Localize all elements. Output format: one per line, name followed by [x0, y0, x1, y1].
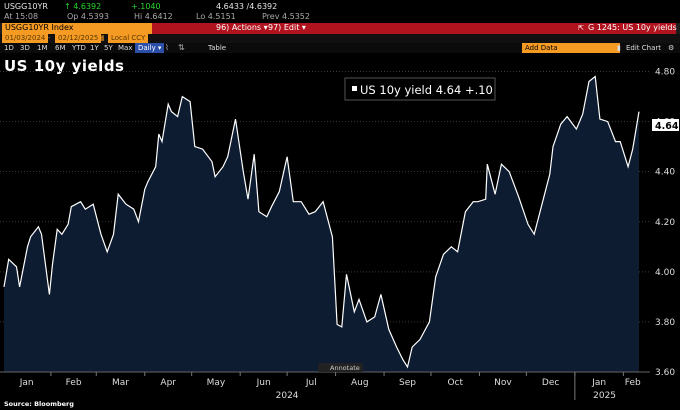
table-button[interactable]: Table — [208, 44, 227, 52]
x-tick-label: Feb — [66, 378, 82, 388]
x-tick-label: Dec — [542, 378, 559, 388]
x-tick-label: Jan — [19, 378, 34, 388]
low-price: Lo 4.5151 — [196, 12, 236, 21]
y-tick-label: 3.80 — [655, 318, 675, 328]
x-tick-label: Oct — [447, 378, 463, 388]
quote-line-2: At 15:08 Op 4.5393 Hi 4.6412 Lo 4.5151 P… — [0, 12, 680, 22]
quote-line-1: USGG10YR ↑ 4.6392 +.1040 4.6433 /4.6392 — [0, 2, 680, 12]
range-3d[interactable]: 3D — [20, 44, 30, 52]
chart-style-icon[interactable]: ⌇ — [165, 43, 169, 52]
last-price: ↑ 4.6392 — [64, 2, 102, 11]
change: +.1040 — [131, 2, 161, 11]
x-tick-label: Sep — [399, 378, 416, 388]
y-tick-label: 4.40 — [655, 168, 675, 178]
y-axis: 3.603.804.004.204.404.604.80 — [655, 68, 675, 378]
range-1m[interactable]: 1M — [37, 44, 48, 52]
year-label: 2025 — [593, 391, 616, 400]
last-value-tag: 4.64 — [652, 119, 679, 132]
annotate-button[interactable]: Annotate — [318, 363, 363, 372]
quote-time: At 15:08 — [4, 12, 39, 21]
edit-menu[interactable]: 97) Edit ▾ — [268, 23, 306, 32]
x-tick-label: Nov — [494, 378, 512, 388]
yield-line — [3, 75, 640, 369]
compare-icon[interactable]: ⇅ — [178, 43, 185, 52]
date-bar: 01/03/2024 - 02/12/2025 ▦ Local CCY — [0, 34, 680, 43]
x-tick-label: Jan — [591, 378, 606, 388]
range-1d[interactable]: 1D — [4, 44, 14, 52]
y-tick-label: 4.20 — [655, 218, 675, 228]
range-6m[interactable]: 6M — [55, 44, 66, 52]
actions-menu[interactable]: 96) Actions ▾ — [216, 23, 268, 32]
settings-icon[interactable]: ⚙ — [668, 44, 675, 52]
start-date-input[interactable]: 01/03/2024 — [2, 34, 49, 43]
x-tick-label: Jun — [256, 378, 271, 388]
year-label: 2024 — [276, 391, 299, 400]
x-axis: Jan Feb Mar Apr May Jun Jul Aug Sep Oct Nov Dec Jan F… — [0, 371, 650, 400]
x-tick-label: Aug — [351, 378, 369, 388]
range-bar: 1D 3D 1M 6M YTD 1Y 5Y Max Daily ▾ ⌇ ⇅ Ta… — [0, 43, 680, 53]
y-tick-label: 4.00 — [655, 268, 675, 278]
export-icon[interactable]: ⇱ — [578, 24, 584, 32]
menu-bar — [152, 23, 676, 34]
bar-chart-icon[interactable]: ▮ — [617, 44, 621, 52]
x-tick-label: May — [207, 378, 226, 388]
legend-swatch — [352, 86, 357, 91]
x-tick-label: Mar — [112, 378, 129, 388]
security-input[interactable]: USGG10YR Index — [2, 23, 156, 34]
source-note: Source: Bloomberg — [4, 400, 74, 408]
function-bar: USGG10YR Index 96) Actions ▾ 97) Edit ▾ … — [0, 23, 680, 34]
currency-select[interactable]: Local CCY — [108, 34, 149, 43]
ticker[interactable]: USGG10YR — [4, 2, 48, 11]
high-price: Hi 4.6412 — [134, 12, 173, 21]
page-title: G 1245: US 10y yields — [588, 23, 677, 32]
prev-close: Prev 4.5352 — [262, 12, 310, 21]
calendar-icon[interactable]: ▦ — [98, 34, 105, 42]
chart-title: US 10y yields — [4, 57, 125, 75]
y-tick-label: 3.60 — [655, 368, 675, 378]
frequency-select[interactable]: Daily ▾ — [135, 43, 165, 53]
legend: US 10y yield 4.64 +.10 — [344, 77, 496, 101]
range-1y[interactable]: 1Y — [90, 44, 99, 52]
end-date-input[interactable]: 02/12/2025 — [55, 34, 102, 43]
yield-chart[interactable]: 3.603.804.004.204.404.604.80 JanFebMarAp… — [0, 55, 680, 400]
last-value-label: 4.64 — [655, 121, 679, 132]
legend-text: US 10y yield 4.64 +.10 — [360, 83, 493, 97]
range-ytd[interactable]: YTD — [72, 44, 86, 52]
x-tick-label: Apr — [160, 378, 176, 388]
range-5y[interactable]: 5Y — [104, 44, 113, 52]
y-tick-label: 4.80 — [655, 68, 675, 78]
add-data-input[interactable]: Add Data — [522, 43, 620, 53]
x-tick-label: Feb — [625, 378, 641, 388]
annotate-label: Annotate — [330, 364, 360, 372]
open-price: Op 4.5393 — [67, 12, 109, 21]
range-max[interactable]: Max — [118, 44, 133, 52]
edit-chart-button[interactable]: Edit Chart — [626, 44, 662, 52]
yield-area — [4, 76, 639, 372]
bid-ask: 4.6433 /4.6392 — [216, 2, 278, 11]
x-tick-label: Jul — [305, 378, 317, 388]
